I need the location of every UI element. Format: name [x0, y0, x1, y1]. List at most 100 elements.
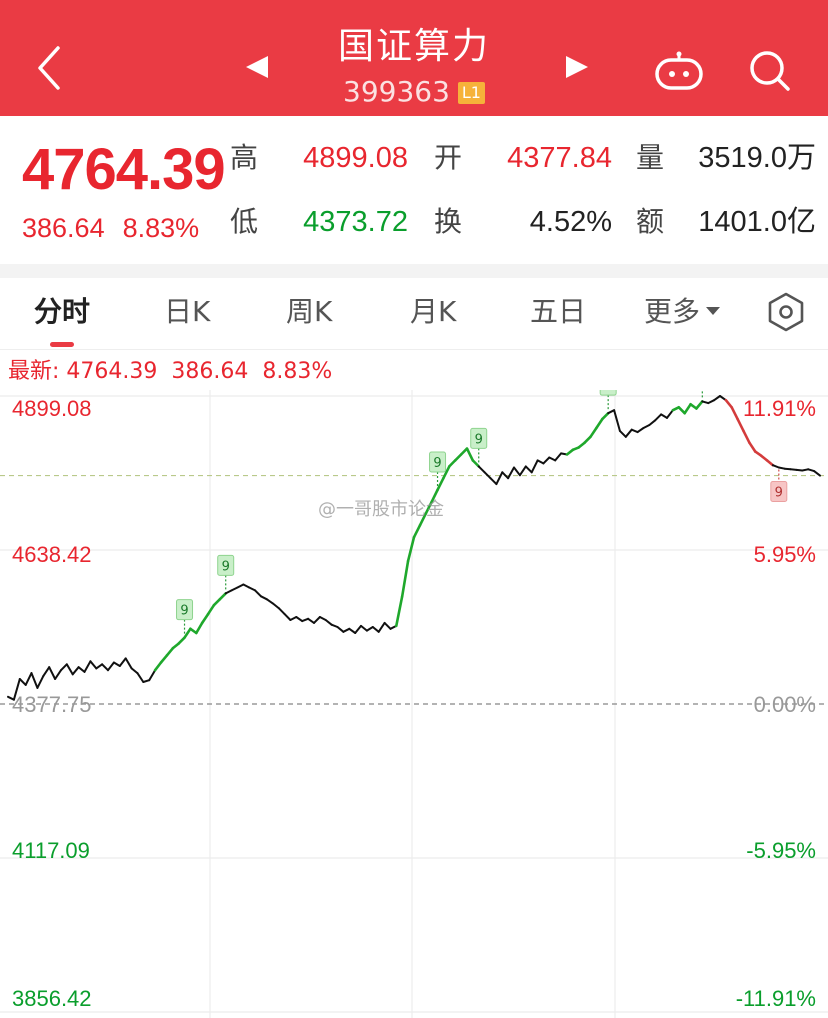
price-line-segment — [777, 466, 786, 470]
intraday-chart-svg: 9999999 — [0, 390, 828, 1018]
price-line-segment — [54, 669, 62, 680]
y-tick-right-1: 5.95% — [753, 542, 816, 567]
price-line-segment — [136, 672, 145, 683]
price-line-segment — [377, 621, 386, 633]
price-line-segment — [142, 679, 151, 683]
price-line-segment — [283, 613, 292, 621]
next-index-button[interactable] — [562, 52, 592, 82]
price-line-segment — [271, 602, 280, 610]
tab-five-day[interactable]: 五日 — [530, 295, 587, 328]
price-line-segment — [159, 654, 169, 664]
current-price: 4764.39 — [22, 137, 226, 202]
tab-more[interactable]: 更多 — [644, 294, 721, 330]
price-line-segment — [7, 695, 15, 701]
price-line-segment — [518, 465, 527, 477]
price-line-segment — [277, 607, 286, 616]
price-line-segment — [636, 427, 645, 434]
price-line-segment — [442, 465, 451, 480]
price-line-segment — [224, 589, 233, 595]
price-line-segment — [436, 476, 445, 492]
price-line-segment — [342, 627, 351, 633]
tab-monthly-k[interactable]: 月K — [410, 295, 457, 328]
price-line-segment — [153, 661, 163, 672]
price-line-segment — [383, 621, 392, 630]
search-button[interactable] — [745, 46, 793, 94]
price-line-segment — [524, 465, 533, 474]
quote-panel: 4764.39 386.64 8.83% 高 4899.08 开 4377.84 … — [0, 116, 828, 264]
price-line-segment — [60, 663, 68, 672]
price-line-segment — [112, 661, 121, 667]
y-tick-right-2: 0.00% — [753, 692, 816, 717]
price-line-segment — [242, 583, 251, 589]
price-line-segment — [400, 559, 410, 598]
price-line-segment — [707, 399, 716, 405]
price-line-segment — [548, 456, 557, 462]
tab-daily-k[interactable]: 日K — [164, 295, 211, 328]
price-line-segment — [107, 661, 115, 672]
change-percent: 8.83% — [122, 213, 200, 243]
price-line-segment — [683, 403, 692, 415]
price-line-segment — [807, 468, 816, 473]
latest-price: 最新: 4764.39 — [8, 359, 158, 384]
change-value: 386.64 — [22, 213, 105, 243]
price-line-segment — [536, 459, 545, 465]
price-line-segment — [42, 666, 51, 678]
latest-change-percent: 8.83% — [262, 359, 333, 384]
volume-label: 量 — [636, 141, 665, 174]
price-line-segment — [200, 612, 210, 625]
price-line-segment — [618, 429, 627, 438]
price-line-segment — [301, 617, 310, 623]
price-line-segment — [459, 447, 469, 456]
tab-weekly-k[interactable]: 周K — [286, 295, 333, 328]
assistant-button[interactable] — [652, 50, 706, 92]
latest-change: 386.64 — [171, 359, 249, 384]
watermark: @一哥股市论金 — [318, 499, 444, 520]
chart-settings-button[interactable] — [766, 290, 806, 334]
tab-intraday[interactable]: 分时 — [34, 295, 91, 328]
price-line-segment — [371, 626, 380, 633]
price-line-segment — [642, 424, 651, 429]
low-label: 低 — [230, 205, 259, 238]
index-code: 399363 — [343, 75, 450, 108]
y-tick-left-4: 3856.42 — [12, 986, 92, 1011]
price-line-segment — [660, 413, 668, 419]
back-button[interactable] — [30, 40, 70, 96]
price-line-segment — [89, 660, 98, 670]
price-line-segment — [554, 452, 563, 462]
triangle-left-icon — [246, 56, 268, 78]
price-line-segment — [813, 470, 821, 477]
price-line-segment — [183, 627, 192, 639]
price-line-segment — [607, 409, 616, 415]
price-line-segment — [18, 678, 27, 686]
price-line-segment — [748, 441, 757, 453]
signal-label-4: 9 — [604, 390, 612, 394]
price-line-segment — [771, 464, 780, 469]
price-line-segment — [654, 413, 663, 422]
signal-label-3: 9 — [475, 432, 483, 447]
open-value: 4377.84 — [507, 142, 612, 174]
y-tick-left-1: 4638.42 — [12, 542, 92, 567]
robot-icon — [655, 51, 703, 90]
price-line-segment — [95, 663, 104, 670]
previous-index-button[interactable] — [242, 52, 272, 82]
level-badge: L1 — [457, 82, 485, 104]
y-tick-left-3: 4117.09 — [12, 838, 90, 863]
intraday-chart[interactable]: 9999999 4899.08 4638.42 4377.75 4117.09 … — [0, 390, 828, 1018]
price-line-segment — [666, 409, 674, 419]
price-line-segment — [254, 589, 262, 598]
price-line-segment — [265, 598, 274, 605]
open-label: 开 — [434, 141, 463, 174]
price-line-segment — [289, 616, 298, 621]
price-line-segment — [695, 400, 704, 410]
price-line-segment — [489, 477, 498, 486]
price-line-segment — [65, 663, 74, 676]
price-line-segment — [530, 459, 539, 474]
signal-badge-3 — [470, 427, 488, 449]
price-line-segment — [677, 405, 687, 415]
price-line-segment — [206, 603, 216, 616]
signal-label-6: 9 — [775, 486, 783, 501]
price-line-segment — [730, 405, 739, 421]
price-line-segment — [360, 624, 368, 632]
price-line-segment — [801, 468, 810, 472]
y-tick-left-2: 4377.75 — [12, 692, 92, 717]
